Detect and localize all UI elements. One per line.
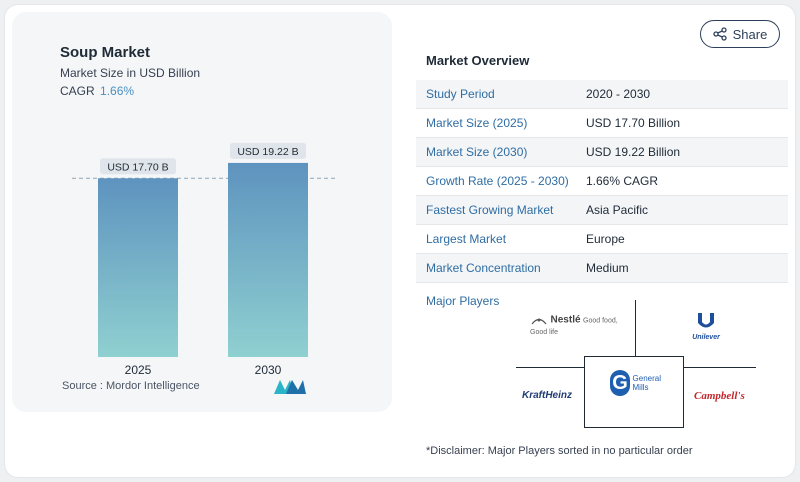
- bar-2025: [98, 178, 178, 357]
- data-label: USD 19.22 B: [237, 146, 298, 158]
- overview-row-label: Study Period: [426, 87, 495, 101]
- overview-row-label: Market Size (2025): [426, 116, 528, 130]
- overview-row: Market Size (2030) USD 19.22 Billion: [416, 138, 788, 167]
- share-label: Share: [732, 26, 768, 42]
- player-unilever: Unilever: [676, 310, 736, 341]
- data-label-bg: [100, 158, 176, 175]
- overview-row-value: Medium: [586, 261, 629, 275]
- overview-row-label: Fastest Growing Market: [426, 203, 554, 217]
- overview-row-label: Largest Market: [426, 232, 507, 246]
- cagr-value: 1.66%: [100, 84, 135, 98]
- mordor-logo-icon: [274, 380, 306, 394]
- overview-row: Fastest Growing Market Asia Pacific: [416, 196, 788, 225]
- overview-row-label: Growth Rate (2025 - 2030): [426, 174, 569, 188]
- bar-chart: USD 17.70 B 2025 USD 19.22 B 2030: [72, 142, 338, 377]
- overview-row-value: 2020 - 2030: [586, 87, 651, 101]
- player-kraftheinz: KraftHeinz: [522, 390, 573, 401]
- x-tick-label: 2025: [125, 363, 152, 377]
- source-text: Source : Mordor Intelligence: [62, 380, 200, 392]
- overview-row-value: USD 17.70 Billion: [586, 116, 681, 130]
- overview-row-value: 1.66% CAGR: [586, 174, 659, 188]
- cagr-line: CAGR 1.66%: [60, 84, 134, 98]
- overview-row: Largest Market Europe: [416, 225, 788, 254]
- nestle-logo-icon: [531, 318, 547, 325]
- data-label: USD 17.70 B: [107, 161, 168, 173]
- cagr-label: CAGR: [60, 84, 95, 98]
- disclaimer-text: *Disclaimer: Major Players sorted in no …: [426, 445, 693, 457]
- chart-title: Soup Market: [60, 44, 151, 61]
- overview-row-value: USD 19.22 Billion: [586, 145, 681, 159]
- overview-row: Market Concentration Medium: [416, 254, 788, 283]
- grid-line: [635, 300, 636, 356]
- overview-row-value: Asia Pacific: [586, 203, 649, 217]
- x-tick-label: 2030: [255, 363, 282, 377]
- share-icon: [712, 27, 727, 41]
- general-mills-logo-icon: G: [610, 370, 630, 396]
- overview-row: Study Period 2020 - 2030: [416, 80, 788, 109]
- bar-2030: [228, 162, 308, 357]
- unilever-logo-icon: [698, 313, 714, 328]
- player-campbells: Campbell's: [694, 390, 745, 402]
- player-general-mills: G General Mills: [610, 370, 680, 396]
- share-button[interactable]: Share: [700, 20, 780, 48]
- chart-card: [12, 12, 392, 412]
- player-box-center: [584, 356, 684, 428]
- overview-row: Market Size (2025) USD 17.70 Billion: [416, 109, 788, 138]
- overview-row-label: Market Size (2030): [426, 145, 528, 159]
- overview-row: Growth Rate (2025 - 2030) 1.66% CAGR: [416, 167, 788, 196]
- overview-table: Study Period 2020 - 2030 Market Size (2025…: [416, 80, 788, 283]
- major-players-grid: Nestlé Good food, Good life Unilever Kra…: [516, 300, 756, 428]
- player-nestle: Nestlé Good food, Good life: [530, 314, 618, 336]
- overview-title: Market Overview: [426, 53, 530, 68]
- major-players-title: Major Players: [426, 294, 500, 308]
- data-label-bg: [230, 142, 306, 159]
- overview-row-label: Market Concentration: [426, 261, 541, 275]
- chart-subtitle: Market Size in USD Billion: [60, 66, 201, 80]
- overview-row-value: Europe: [586, 232, 625, 246]
